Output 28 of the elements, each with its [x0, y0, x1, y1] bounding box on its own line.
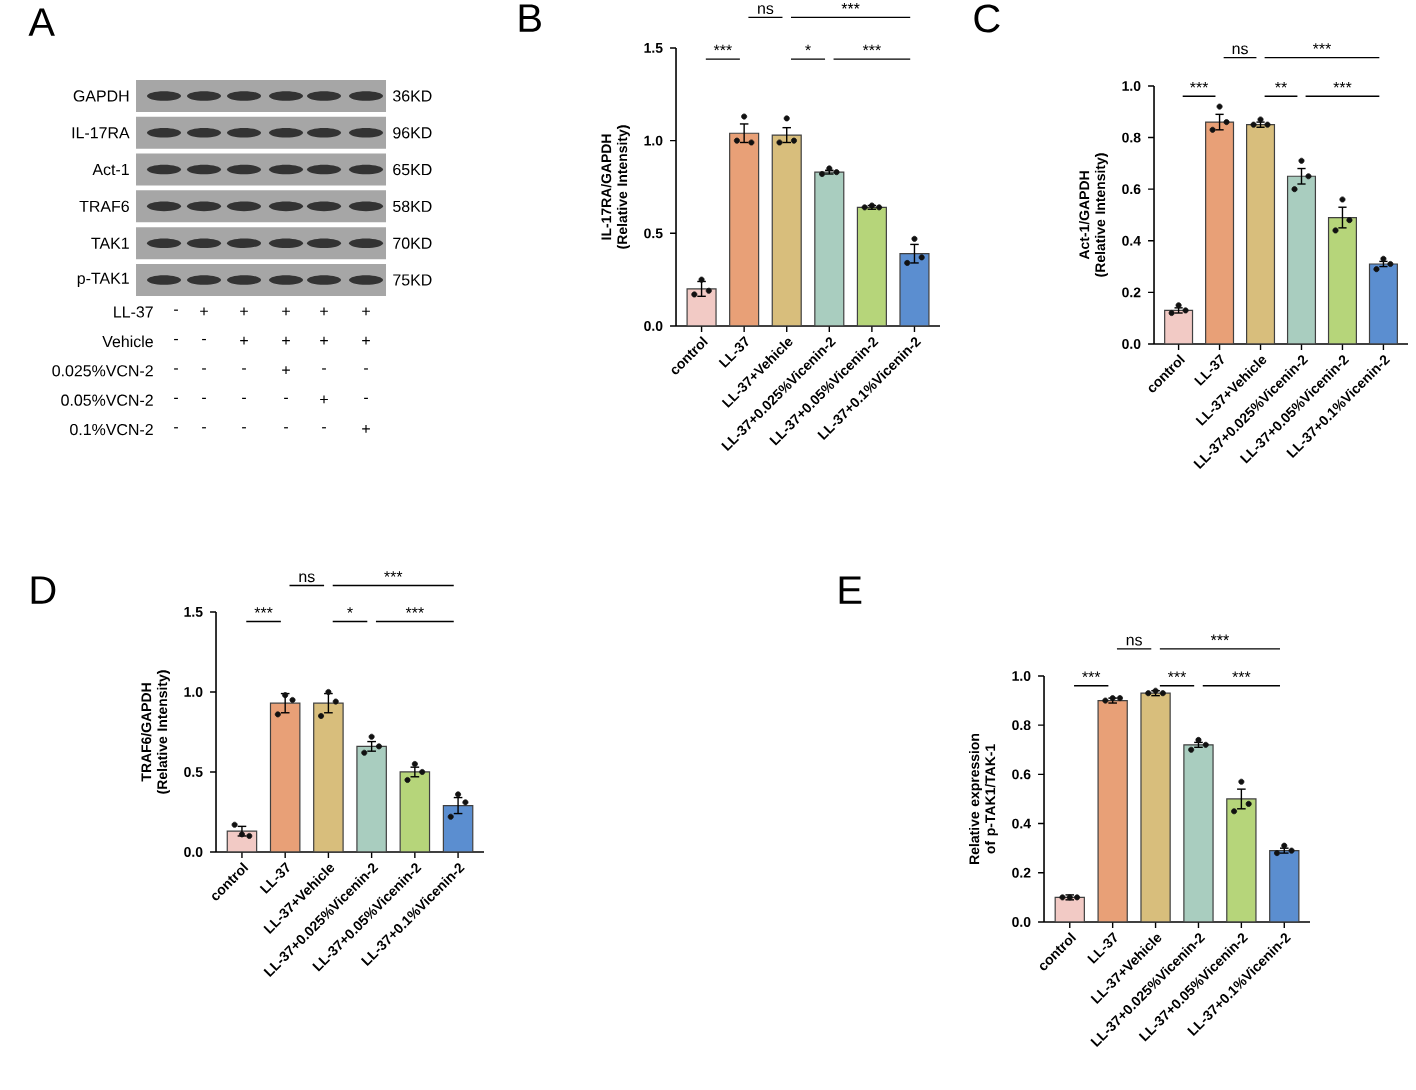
bar	[313, 702, 344, 853]
bar	[1140, 692, 1171, 923]
chart-title: C	[974, 4, 1000, 33]
bar	[814, 171, 845, 327]
bar	[686, 288, 717, 327]
bar	[1327, 216, 1357, 345]
bar	[856, 206, 887, 327]
bar	[1054, 896, 1085, 923]
bar	[1226, 798, 1257, 923]
bar	[1269, 850, 1300, 923]
chart-title: D	[31, 576, 56, 604]
bar	[1368, 263, 1398, 345]
bar	[1246, 124, 1276, 345]
bar	[1164, 309, 1194, 345]
bar	[1205, 121, 1235, 345]
bar	[1286, 175, 1317, 345]
bar	[729, 132, 760, 327]
bar	[1097, 699, 1128, 923]
bar	[442, 804, 474, 853]
bar	[356, 745, 387, 853]
bar	[1183, 744, 1214, 923]
bar	[899, 253, 930, 327]
chart-title: E	[839, 576, 862, 604]
bar	[399, 771, 431, 853]
text: A	[28, 8, 55, 36]
chart-title: B	[519, 4, 541, 32]
bar	[269, 702, 301, 853]
bar	[771, 134, 802, 327]
